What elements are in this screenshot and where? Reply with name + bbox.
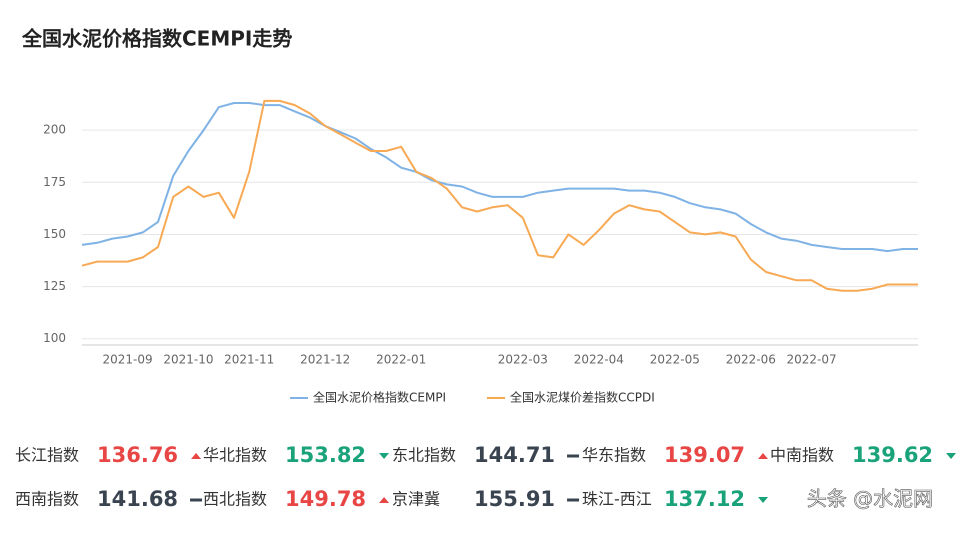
index-value: 155.91 [474, 487, 555, 511]
x-tick-label: 2022-03 [498, 353, 548, 367]
legend-label: 全国水泥价格指数CEMPI [313, 390, 446, 405]
y-tick-label: 100 [43, 331, 66, 345]
index-name: 华东指数 [582, 446, 646, 465]
index-name: 珠江-西江 [582, 490, 652, 509]
index-value: 136.76 [97, 443, 178, 467]
trend-up [758, 453, 769, 459]
x-tick-label: 2022-05 [650, 353, 700, 367]
x-tick-label: 2021-09 [103, 353, 153, 367]
x-tick-label: 2022-01 [376, 353, 426, 367]
trend-down [379, 453, 390, 459]
y-tick-label: 150 [43, 227, 66, 241]
x-tick-label: 2022-07 [787, 353, 837, 367]
trend-down [758, 497, 769, 503]
series-line [81, 102, 918, 253]
index-value: 153.82 [285, 443, 366, 467]
y-tick-label: 200 [43, 123, 66, 137]
index-value: 137.12 [664, 487, 745, 511]
index-name: 西南指数 [15, 490, 79, 509]
watermark: 头条 @水泥网 [807, 487, 933, 511]
x-tick-label: 2021-11 [224, 353, 274, 367]
index-value: 141.68 [97, 487, 178, 511]
index-value: 139.62 [852, 443, 933, 467]
index-value: 149.78 [285, 487, 366, 511]
trend-down [946, 453, 957, 459]
x-tick-label: 2021-10 [163, 353, 213, 367]
trend-up [191, 453, 202, 459]
trend-up [379, 497, 390, 503]
index-name: 华北指数 [203, 446, 267, 465]
legend-label: 全国水泥煤价差指数CCPDI [510, 390, 655, 405]
index-name: 东北指数 [392, 446, 456, 465]
x-tick-label: 2022-04 [574, 353, 624, 367]
x-tick-label: 2021-12 [300, 353, 350, 367]
index-name: 西北指数 [203, 490, 267, 509]
chart-title: 全国水泥价格指数CEMPI走势 [21, 27, 292, 51]
y-tick-label: 125 [43, 279, 66, 293]
index-name: 长江指数 [15, 446, 79, 465]
index-value: 144.71 [474, 443, 555, 467]
index-name: 京津冀 [392, 490, 440, 509]
x-tick-label: 2022-06 [726, 353, 776, 367]
index-value: 139.07 [664, 443, 745, 467]
series-line [81, 99, 918, 292]
y-tick-label: 175 [43, 175, 66, 189]
index-name: 中南指数 [770, 446, 834, 465]
